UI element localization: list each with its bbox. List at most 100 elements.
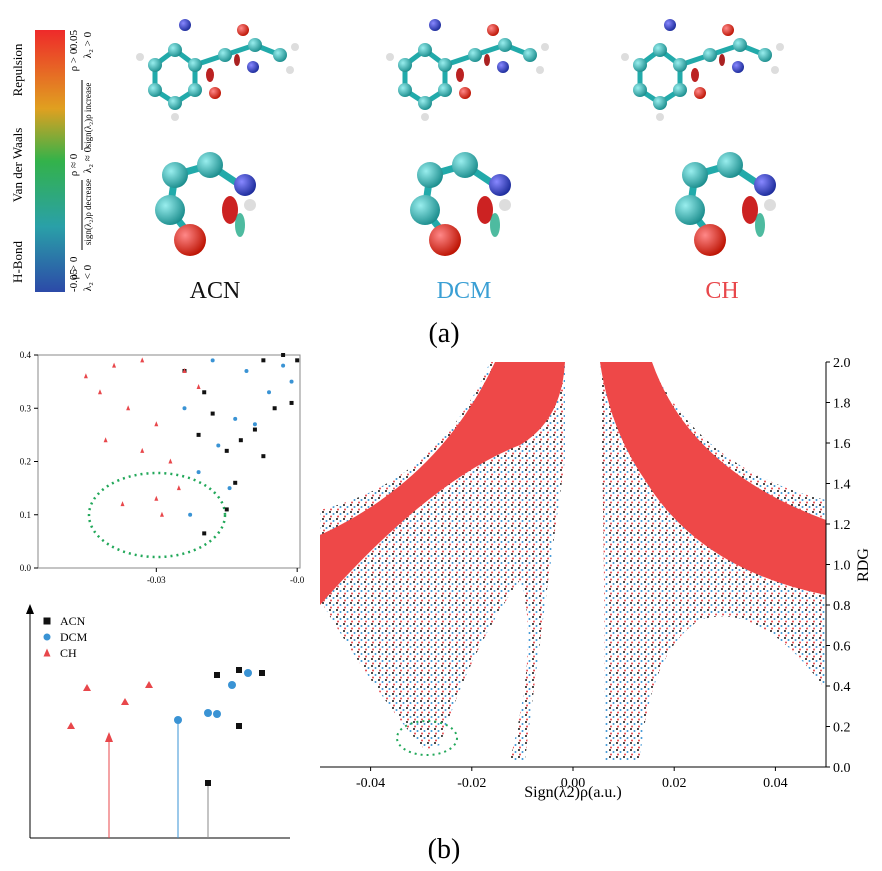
x-tick-label: -0.02 (457, 776, 486, 791)
x-tick-label: 0.04 (763, 776, 788, 791)
point (261, 454, 266, 459)
point (227, 486, 232, 491)
legend-label: DCM (60, 630, 88, 644)
point (140, 357, 145, 363)
point (112, 362, 117, 368)
colorbar-max: 0.05 (68, 30, 80, 50)
point (159, 511, 164, 517)
y-tick-label: 1.4 (833, 477, 851, 492)
point (289, 400, 294, 405)
point (196, 383, 201, 389)
molecule-label: CH (705, 278, 738, 304)
x-tick-label: -0.04 (356, 776, 385, 791)
molecule-label: DCM (437, 278, 492, 304)
point (289, 379, 294, 384)
point (103, 437, 108, 443)
lambda-label: λ₂ > 0 (82, 31, 94, 58)
point (202, 390, 207, 395)
rho-label: ρ > 0 (68, 48, 80, 71)
point (295, 358, 300, 363)
point (176, 485, 181, 491)
y-tick-label: 0.1 (20, 510, 31, 520)
point (281, 353, 286, 357)
point (272, 406, 277, 411)
y-tick-label: 1.0 (833, 558, 851, 573)
y-tick-label: 0.2 (20, 457, 31, 467)
panel-label: (a) (428, 318, 459, 349)
legend-marker (43, 633, 51, 641)
y-tick-label: 2.0 (833, 356, 851, 371)
trend-label: sign(λ₂)ρ increase (83, 83, 93, 148)
legend-marker (43, 617, 51, 625)
point (224, 507, 229, 512)
legend-label: CH (60, 646, 77, 660)
x-axis-label: Sign(λ2)ρ(a.u.) (524, 784, 622, 801)
legend: ACN DCM CH (43, 614, 88, 660)
molecule-zoom (410, 152, 511, 256)
point (252, 422, 257, 427)
point (97, 389, 102, 395)
point (233, 480, 238, 485)
rdg-cloud (320, 362, 826, 760)
point (168, 458, 173, 464)
colorbar-label: H-Bond (10, 241, 25, 283)
point (126, 405, 131, 411)
point (202, 531, 207, 536)
y-tick-label: 0.6 (833, 639, 851, 654)
molecule (136, 19, 299, 121)
point (182, 406, 187, 411)
rho-label: ρ ≈ 0 (68, 153, 80, 176)
y-tick-label: 0.0 (833, 761, 851, 776)
point (238, 438, 243, 443)
y-tick-label: 0.4 (833, 680, 851, 695)
molecule (386, 19, 549, 121)
rho-label: ρ > 0 (68, 256, 80, 279)
point (210, 411, 215, 416)
point (281, 363, 286, 368)
schematic (26, 604, 290, 839)
x-tick-label: -0.03 (147, 575, 166, 585)
point (210, 358, 215, 363)
legend-label: ACN (60, 614, 86, 628)
point (120, 501, 125, 507)
lambda-label: λ₂ ≈ 0 (82, 146, 94, 173)
x-tick-label: 0.02 (662, 776, 687, 791)
colorbar-label: Van der Waals (10, 128, 25, 203)
inset-frame (37, 354, 301, 569)
y-tick-label: 1.2 (833, 518, 851, 533)
y-tick-label: 0.2 (833, 720, 851, 735)
point (267, 390, 272, 395)
point (233, 416, 238, 421)
point (154, 495, 159, 501)
y-tick-label: 1.8 (833, 396, 851, 411)
point (216, 443, 221, 448)
colorbar-min: -0.05 (68, 269, 80, 292)
y-axis-label: RDG (855, 548, 872, 582)
trend-label: sign(λ₂)ρ decrease (83, 179, 93, 245)
y-tick-label: 0.3 (20, 403, 32, 413)
point (188, 512, 193, 517)
point (261, 358, 266, 363)
point (244, 368, 249, 373)
point (154, 421, 159, 427)
molecule-label: ACN (190, 278, 241, 304)
point (196, 470, 201, 475)
colorbar-label: Repulsion (10, 43, 25, 96)
point (182, 367, 187, 373)
legend-marker (43, 648, 51, 657)
panel-label: (b) (428, 834, 461, 865)
lambda-label: λ₂ < 0 (82, 264, 94, 291)
x-tick-label: -0.0 (290, 575, 305, 585)
colorbar (35, 30, 65, 292)
colorbar-labels: Repulsion Van der Waals H-Bond 0.05 -0.0… (10, 30, 94, 293)
highlight-ellipse (87, 471, 227, 559)
y-tick-label: 0.8 (833, 599, 851, 614)
x-tick-label: 0.00 (561, 776, 586, 791)
point (196, 432, 201, 437)
y-tick-label: 0.0 (20, 563, 32, 573)
molecule (621, 19, 784, 121)
point (83, 373, 88, 379)
